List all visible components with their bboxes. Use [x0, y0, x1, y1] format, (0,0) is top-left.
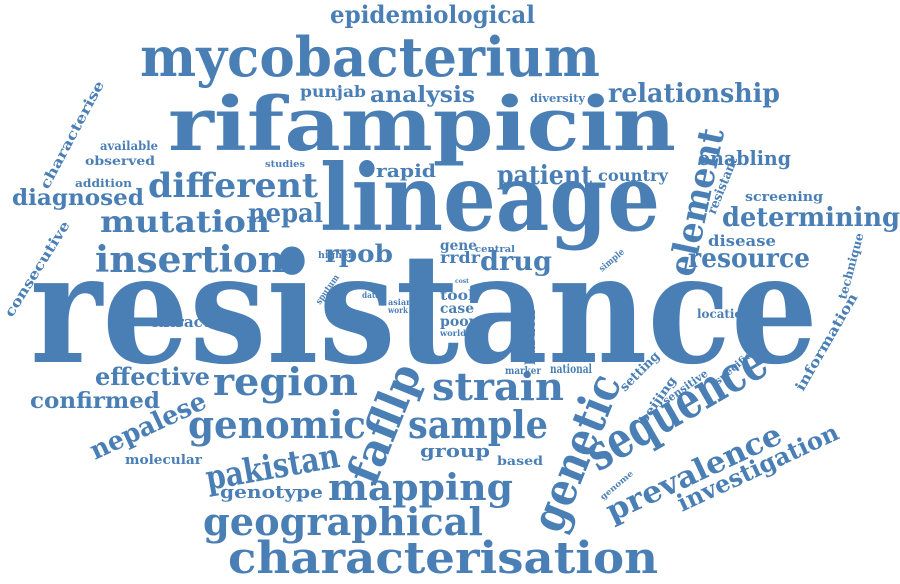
word: patient: [497, 161, 592, 191]
word: cost: [455, 278, 469, 285]
word: asian: [388, 297, 412, 307]
word: punjab: [300, 82, 366, 101]
word: resistance: [30, 219, 818, 398]
word: marker: [505, 366, 542, 377]
word: world: [439, 328, 466, 338]
word: molecular: [125, 453, 202, 468]
word: tool: [440, 288, 474, 304]
word: observed: [85, 154, 156, 168]
word: rapid: [376, 161, 436, 182]
word: epidemiological: [330, 0, 535, 29]
word: burden: [523, 310, 539, 365]
word: lineage: [320, 144, 660, 252]
word: effective: [95, 362, 210, 391]
word: confirmed: [30, 388, 160, 414]
word: location: [697, 307, 751, 321]
word: mycobacterium: [140, 25, 600, 89]
word: analysis: [370, 82, 475, 108]
word: nepal: [248, 199, 323, 229]
word: work: [387, 305, 408, 315]
word: extract: [150, 313, 210, 331]
word: determining: [722, 203, 900, 233]
word: case: [440, 301, 474, 317]
word: mutation: [100, 205, 270, 240]
word: group: [420, 441, 490, 462]
word: insertion: [95, 239, 285, 281]
word: central: [475, 245, 516, 255]
word: available: [100, 139, 158, 153]
word: rifampicin: [168, 82, 676, 168]
word: genomic: [188, 402, 366, 447]
word: characterisation: [228, 533, 658, 584]
word: mapping: [328, 467, 513, 509]
word: geographical: [203, 499, 483, 544]
word: country: [598, 166, 669, 185]
word: based: [497, 454, 544, 468]
word: data: [362, 290, 380, 300]
word: enabling: [698, 146, 791, 170]
word: characterise: [37, 78, 108, 192]
word: screening: [745, 190, 823, 205]
word: poor: [440, 314, 477, 330]
word: drug: [480, 247, 552, 277]
word: studies: [265, 160, 305, 170]
word: addition: [75, 177, 132, 190]
word: gene: [440, 238, 477, 254]
word: site: [400, 286, 412, 293]
word: region: [213, 359, 358, 404]
word: higher: [318, 251, 353, 261]
word: disease: [708, 232, 776, 250]
word: resource: [688, 244, 810, 274]
word: rrdr: [440, 248, 481, 267]
word: relationship: [608, 79, 780, 109]
word: rpob: [325, 239, 393, 268]
word: national: [550, 362, 592, 376]
word: strain: [432, 364, 564, 409]
word: diagnosed: [12, 185, 144, 211]
word: genotype: [220, 482, 323, 503]
word: technique: [835, 231, 866, 301]
word: sample: [408, 402, 548, 447]
word: different: [148, 166, 318, 206]
word: diversity: [530, 92, 586, 105]
